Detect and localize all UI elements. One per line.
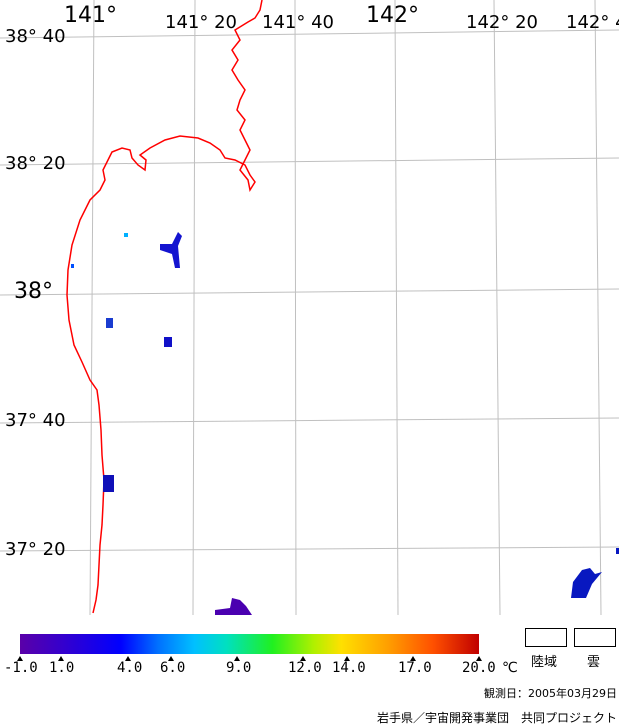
colorbar-label: 9.0 bbox=[226, 660, 252, 676]
credit-line: 岩手県／宇宙開発事業団 共同プロジェクト bbox=[376, 711, 617, 725]
colorbar-tick bbox=[58, 656, 64, 661]
colorbar-tick bbox=[476, 656, 482, 661]
colorbar-tick bbox=[125, 656, 131, 661]
lat-label-37-40: 37° 40 bbox=[5, 410, 66, 431]
map-area bbox=[0, 0, 619, 615]
colorbar-label: -1.0 bbox=[4, 660, 38, 676]
colorbar-label: 4.0 bbox=[117, 660, 143, 676]
lat-label-38: 38° bbox=[14, 279, 53, 304]
colorbar-label: 6.0 bbox=[160, 660, 186, 676]
lat-label-37-20: 37° 20 bbox=[5, 539, 66, 560]
colorbar-label: 1.0 bbox=[49, 660, 75, 676]
lon-label-141-20: 141° 20 bbox=[165, 12, 237, 33]
colorbar-tick bbox=[17, 656, 23, 661]
lon-label-142-40: 142° 40 bbox=[566, 12, 619, 33]
colorbar-label: 17.0 bbox=[398, 660, 432, 676]
coastline bbox=[66, 0, 263, 614]
graticule bbox=[0, 0, 619, 615]
land-label: 陸域 bbox=[531, 655, 558, 670]
lon-label-142-20: 142° 20 bbox=[466, 12, 538, 33]
lat-label-38-40: 38° 40 bbox=[5, 26, 66, 47]
colorbar-tick bbox=[300, 656, 306, 661]
colorbar-label: 14.0 bbox=[332, 660, 366, 676]
colorbar-label: 20.0 bbox=[462, 660, 496, 676]
sst-pixels bbox=[71, 232, 619, 615]
colorbar-tick bbox=[168, 656, 174, 661]
lon-label-142: 142° bbox=[366, 3, 419, 28]
colorbar-unit: ℃ bbox=[502, 660, 518, 676]
lon-label-141-40: 141° 40 bbox=[262, 12, 334, 33]
colorbar-label: 12.0 bbox=[288, 660, 322, 676]
lat-label-38-20: 38° 20 bbox=[5, 153, 66, 174]
cloud-label: 雲 bbox=[587, 655, 601, 670]
colorbar-tick bbox=[344, 656, 350, 661]
temperature-colorbar bbox=[20, 634, 479, 654]
cloud-swatch bbox=[574, 628, 616, 647]
colorbar-tick bbox=[234, 656, 240, 661]
lon-label-141: 141° bbox=[64, 3, 117, 28]
observation-date: 観測日：2005年03月29日 bbox=[484, 687, 617, 700]
colorbar-tick bbox=[410, 656, 416, 661]
land-swatch bbox=[525, 628, 567, 647]
